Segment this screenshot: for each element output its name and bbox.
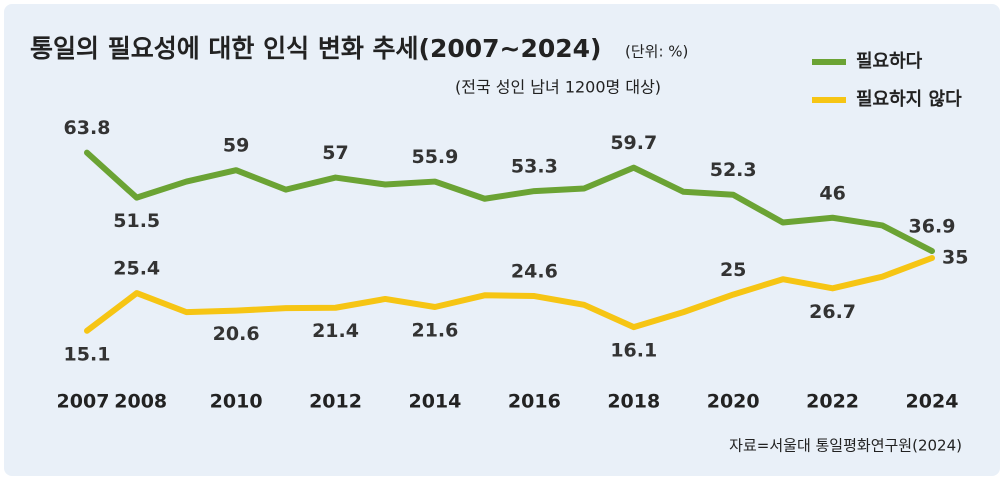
x-tick-label: 2007 bbox=[57, 391, 110, 413]
data-label: 25.4 bbox=[113, 258, 160, 280]
data-label: 57 bbox=[322, 142, 348, 164]
data-label: 35 bbox=[942, 247, 968, 269]
data-label: 46 bbox=[819, 182, 845, 204]
source: 자료=서울대 통일평화연구원(2024) bbox=[729, 437, 962, 455]
data-label: 63.8 bbox=[64, 117, 111, 139]
x-tick-label: 2016 bbox=[508, 391, 561, 413]
legend-label: 필요하다 bbox=[856, 51, 923, 72]
chart-title: 통일의 필요성에 대한 인식 변화 추세(2007~2024) bbox=[30, 34, 601, 63]
x-tick-label: 2018 bbox=[607, 391, 660, 413]
data-label: 55.9 bbox=[411, 146, 458, 168]
background bbox=[4, 4, 1000, 476]
chart-subtitle: (전국 성인 남녀 1200명 대상) bbox=[455, 78, 661, 97]
data-label: 21.4 bbox=[312, 320, 359, 342]
x-tick-label: 2024 bbox=[906, 391, 959, 413]
data-label: 59 bbox=[223, 135, 249, 157]
data-label: 24.6 bbox=[511, 261, 558, 283]
x-tick-label: 2008 bbox=[114, 391, 167, 413]
data-label: 59.7 bbox=[610, 132, 657, 154]
x-tick-label: 2012 bbox=[309, 391, 362, 413]
series-line bbox=[84, 149, 935, 255]
x-tick-label: 2014 bbox=[408, 391, 461, 413]
x-tick-label: 2020 bbox=[707, 391, 760, 413]
data-label: 53.3 bbox=[511, 156, 558, 178]
series-line bbox=[84, 255, 935, 334]
data-label: 51.5 bbox=[113, 210, 160, 232]
data-label: 26.7 bbox=[809, 301, 856, 323]
x-tick-label: 2022 bbox=[806, 391, 859, 413]
data-label: 15.1 bbox=[64, 343, 111, 365]
data-label: 21.6 bbox=[411, 320, 458, 342]
legend-label: 필요하지 않다 bbox=[856, 89, 962, 110]
data-label: 25 bbox=[720, 259, 746, 281]
x-tick-label: 2010 bbox=[210, 391, 263, 413]
data-label: 16.1 bbox=[610, 340, 657, 362]
data-label: 36.9 bbox=[909, 216, 956, 238]
data-label: 52.3 bbox=[710, 159, 757, 181]
data-label: 20.6 bbox=[213, 323, 260, 345]
unit-note: (단위: %) bbox=[625, 43, 688, 61]
